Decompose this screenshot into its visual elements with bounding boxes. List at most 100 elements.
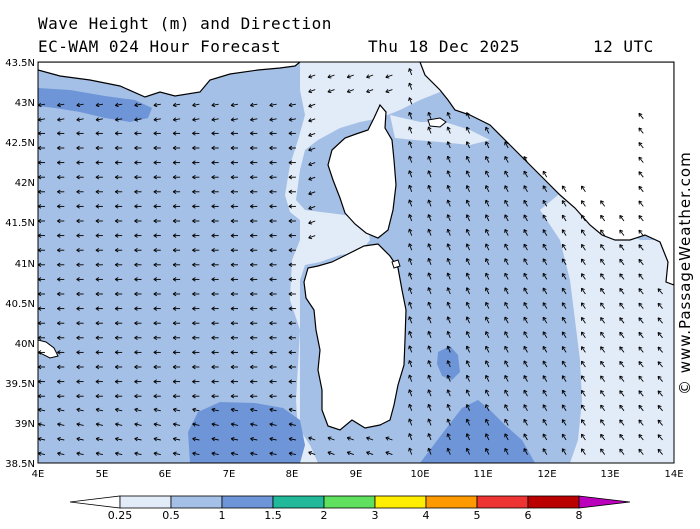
wave-arrow-head bbox=[447, 317, 448, 320]
wave-arrow-head bbox=[447, 302, 448, 305]
legend-tick: 5 bbox=[474, 509, 481, 522]
lat-label: 39.5N bbox=[5, 379, 35, 390]
wave-arrow-head bbox=[658, 303, 659, 306]
lon-label: 12E bbox=[537, 469, 556, 480]
wave-arrow-head bbox=[658, 289, 659, 292]
lat-label: 38.5N bbox=[5, 459, 35, 470]
wave-arrow-head bbox=[428, 185, 429, 188]
wave-arrow-head bbox=[658, 376, 659, 379]
lat-label: 42.5N bbox=[5, 138, 35, 149]
wave-arrow-head bbox=[428, 112, 429, 115]
lat-label: 43N bbox=[15, 98, 35, 109]
wave-arrow-head bbox=[428, 141, 429, 144]
wave-arrow-head bbox=[428, 214, 429, 217]
wave-arrow-head bbox=[658, 362, 659, 365]
wave-arrow-head bbox=[658, 435, 659, 438]
wave-arrow-head bbox=[428, 317, 429, 320]
credit-watermark: © www.PassageWeather.com bbox=[676, 151, 694, 395]
wave-arrow-head bbox=[428, 258, 429, 261]
wave-arrow-head bbox=[658, 420, 659, 423]
wave-arrow-head bbox=[658, 318, 659, 321]
wave-arrow-head bbox=[428, 331, 429, 334]
wave-arrow-head bbox=[447, 185, 448, 188]
wave-arrow-head bbox=[428, 302, 429, 305]
legend-arrow-right bbox=[579, 496, 630, 508]
wave-arrow-head bbox=[428, 273, 429, 276]
wave-arrow-head bbox=[428, 433, 429, 436]
wave-arrow-head bbox=[447, 142, 448, 145]
wave-arrow-head bbox=[428, 346, 429, 349]
legend-tick: 3 bbox=[372, 509, 379, 522]
wave-arrow-head bbox=[447, 112, 448, 115]
wave-arrow-head bbox=[658, 449, 659, 452]
lon-label: 9E bbox=[350, 469, 363, 480]
legend-swatch bbox=[375, 496, 426, 508]
lat-label: 40.5N bbox=[5, 299, 35, 310]
lon-label: 13E bbox=[600, 469, 619, 480]
wave-arrow-head bbox=[428, 287, 429, 290]
wave-arrow-head bbox=[447, 404, 448, 407]
wave-arrow-head bbox=[428, 419, 429, 422]
lon-label: 10E bbox=[410, 469, 429, 480]
legend-arrow-left bbox=[70, 496, 120, 508]
wave-arrow-head bbox=[447, 200, 448, 203]
wave-arrow-head bbox=[428, 127, 429, 130]
lon-label: 5E bbox=[96, 469, 109, 480]
wave-arrow-head bbox=[658, 391, 659, 394]
legend-swatch bbox=[528, 496, 579, 508]
wave-arrow-head bbox=[447, 258, 448, 261]
legend-tick: 6 bbox=[525, 509, 532, 522]
wave-arrow-head bbox=[428, 229, 429, 232]
legend-swatch bbox=[477, 496, 528, 508]
wave-arrow-head bbox=[447, 215, 448, 218]
wave-arrow-head bbox=[447, 419, 448, 422]
wave-arrow-head bbox=[447, 346, 448, 349]
legend-swatch bbox=[171, 496, 222, 508]
wave-arrow-head bbox=[428, 360, 429, 363]
legend-tick: 1.5 bbox=[264, 509, 282, 522]
wave-arrow-head bbox=[447, 331, 448, 334]
wave-arrow-head bbox=[447, 171, 448, 174]
longitude-axis: 4E 5E 6E 7E 8E 9E 10E 11E 12E 13E 14E bbox=[32, 469, 684, 480]
wave-arrow-head bbox=[428, 404, 429, 407]
lon-label: 7E bbox=[223, 469, 236, 480]
wave-arrow-head bbox=[658, 332, 659, 335]
wave-arrow-head bbox=[428, 156, 429, 159]
legend-tick: 1 bbox=[219, 509, 226, 522]
legend-swatch bbox=[273, 496, 324, 508]
legend-swatch bbox=[120, 496, 171, 508]
wave-arrow-head bbox=[447, 156, 448, 159]
wave-arrow-head bbox=[447, 390, 448, 393]
wave-arrow-head bbox=[428, 375, 429, 378]
color-legend: 0.25 0.5 1 1.5 2 3 4 5 6 8 bbox=[70, 496, 630, 522]
legend-tick: 4 bbox=[423, 509, 430, 522]
legend-tick: 0.25 bbox=[108, 509, 133, 522]
latitude-axis: 43.5N 43N 42.5N 42N 41.5N 41N 40.5N 40N … bbox=[5, 58, 35, 470]
wave-arrow-head bbox=[428, 200, 429, 203]
wave-arrow-head bbox=[447, 361, 448, 364]
legend-tick: 0.5 bbox=[162, 509, 180, 522]
lon-label: 6E bbox=[159, 469, 172, 480]
wave-arrow-head bbox=[428, 171, 429, 174]
wave-arrow-head bbox=[447, 434, 448, 437]
wave-arrow-head bbox=[447, 375, 448, 378]
wave-arrow-head bbox=[447, 288, 448, 291]
legend-swatch bbox=[324, 496, 375, 508]
wave-arrow-head bbox=[428, 448, 429, 451]
legend-tick: 8 bbox=[576, 509, 583, 522]
lon-label: 14E bbox=[664, 469, 683, 480]
lat-label: 43.5N bbox=[5, 58, 35, 69]
wave-arrow-head bbox=[428, 244, 429, 247]
lon-label: 8E bbox=[286, 469, 299, 480]
lat-label: 42N bbox=[15, 178, 35, 189]
wave-arrow-head bbox=[447, 273, 448, 276]
lat-label: 39N bbox=[15, 419, 35, 430]
legend-swatch bbox=[222, 496, 273, 508]
lon-label: 11E bbox=[473, 469, 492, 480]
lat-label: 41N bbox=[15, 259, 35, 270]
lat-label: 40N bbox=[15, 339, 35, 350]
wave-arrow-head bbox=[658, 405, 659, 408]
land-islet bbox=[392, 260, 400, 268]
wave-arrow-head bbox=[447, 448, 448, 451]
